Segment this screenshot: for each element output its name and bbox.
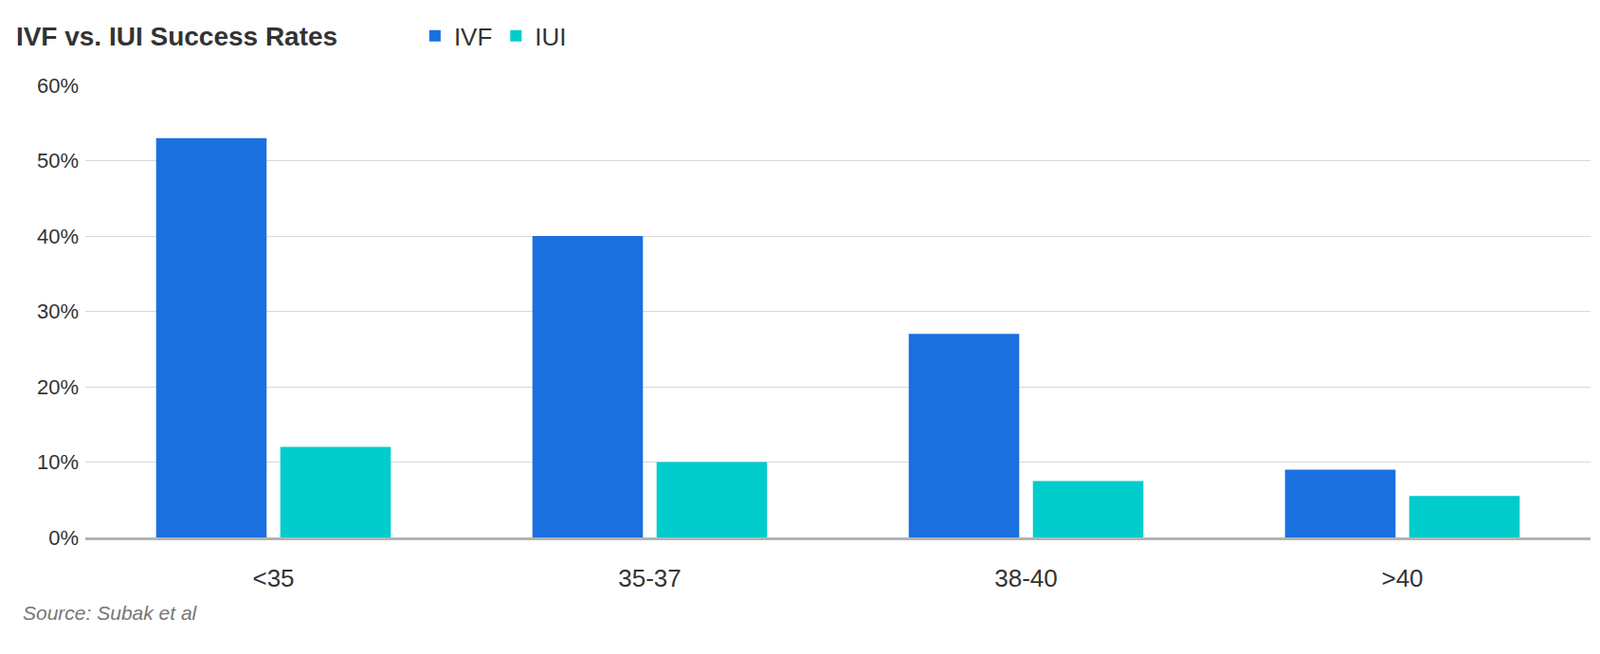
svg-text:30%: 30%: [36, 299, 79, 324]
svg-text:>40: >40: [1381, 563, 1423, 593]
svg-text:IVF: IVF: [454, 22, 492, 52]
svg-text:50%: 50%: [36, 148, 79, 173]
svg-text:0%: 0%: [48, 526, 79, 550]
svg-text:Source: Subak et al: Source: Subak et al: [22, 601, 199, 624]
svg-text:38-40: 38-40: [994, 563, 1058, 593]
svg-text:<35: <35: [252, 563, 294, 593]
svg-text:40%: 40%: [36, 224, 79, 249]
svg-text:10%: 10%: [36, 450, 79, 474]
svg-text:IUI: IUI: [534, 22, 566, 52]
svg-text:35-37: 35-37: [618, 563, 682, 593]
svg-text:20%: 20%: [36, 375, 79, 400]
svg-text:IVF vs. IUI Success Rates: IVF vs. IUI Success Rates: [16, 21, 338, 52]
svg-text:60%: 60%: [36, 73, 79, 98]
